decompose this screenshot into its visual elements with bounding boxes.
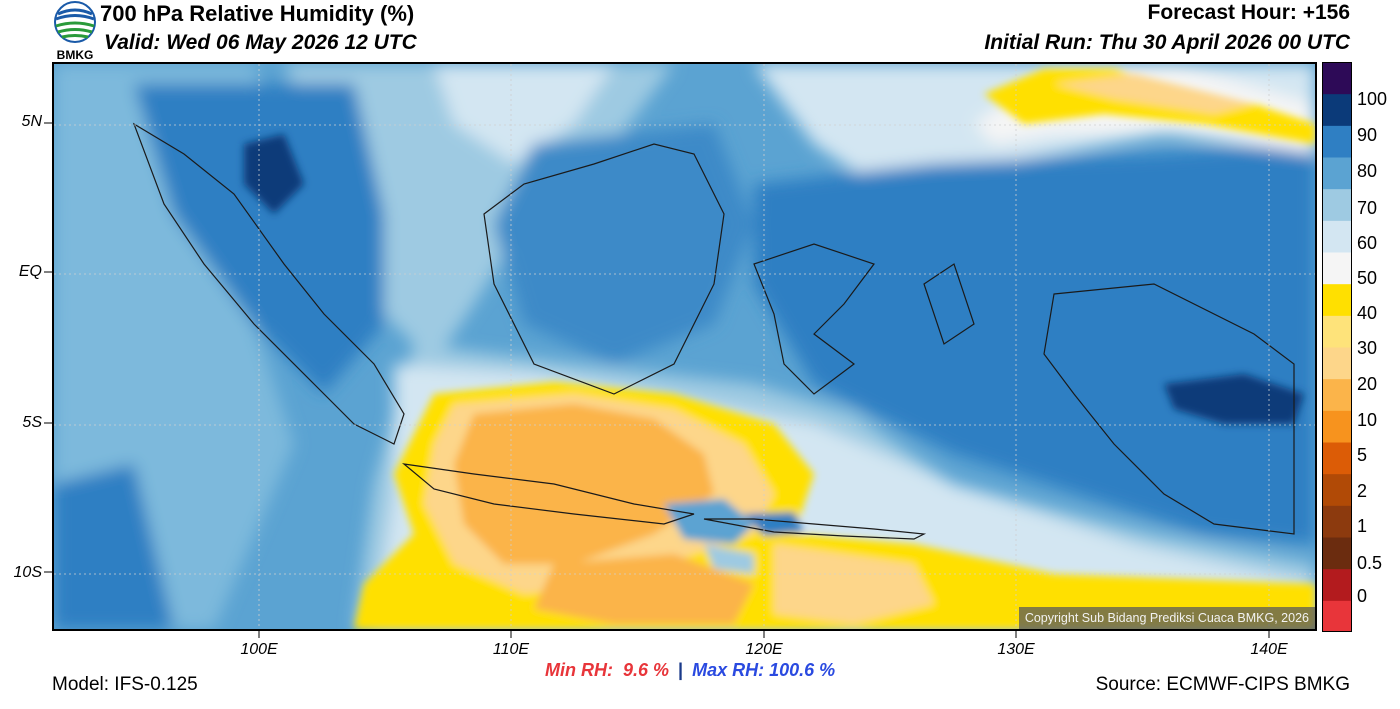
max-rh-label: Max RH: xyxy=(692,660,765,680)
humidity-map: Copyright Sub Bidang Prediksi Cuaca BMKG… xyxy=(52,62,1317,631)
colorbar-label-70: 70 xyxy=(1357,198,1378,218)
lat-ticks xyxy=(44,122,52,573)
colorbar-label-0: 0 xyxy=(1357,586,1368,606)
papua-outline xyxy=(1043,283,1295,535)
borneo-outline xyxy=(483,143,725,395)
java-outline xyxy=(401,463,695,525)
lon-label-110e: 110E xyxy=(492,641,530,658)
colorbar-label-90: 90 xyxy=(1357,125,1378,145)
colorbar-label-0.5: 0.5 xyxy=(1357,553,1383,573)
lon-label-140e: 140E xyxy=(1250,641,1288,658)
min-rh-value: 9.6 % xyxy=(623,660,670,680)
colorbar-label-2: 2 xyxy=(1357,481,1368,501)
halmahera-outline xyxy=(923,263,975,345)
logo-text: BMKG xyxy=(57,48,94,62)
valid-time: Valid: Wed 06 May 2026 12 UTC xyxy=(104,31,417,54)
colorbar-label-20: 20 xyxy=(1357,374,1378,394)
lon-label-100e: 100E xyxy=(240,641,278,658)
copyright-notice: Copyright Sub Bidang Prediksi Cuaca BMKG… xyxy=(1018,607,1315,629)
nusa-tenggara-outline xyxy=(703,518,927,540)
colorbar-border xyxy=(1322,62,1352,632)
colorbar-label-5: 5 xyxy=(1357,445,1368,465)
graticule xyxy=(54,64,1315,629)
colorbar-swatch xyxy=(1322,600,1352,633)
humidity-field xyxy=(54,64,1315,629)
source-label: Source: ECMWF-CIPS BMKG xyxy=(1095,674,1350,695)
colorbar-swatch xyxy=(1322,473,1352,506)
lon-label-130e: 130E xyxy=(997,641,1035,658)
sumatra-outline xyxy=(132,122,405,445)
colorbar-label-50: 50 xyxy=(1357,268,1378,288)
rh-min-max: Min RH: 9.6 % | Max RH: 100.6 % xyxy=(545,660,835,681)
colorbar-swatch xyxy=(1322,220,1352,253)
colorbar-swatch xyxy=(1322,442,1352,475)
forecast-hour: Forecast Hour: +156 xyxy=(1147,1,1351,24)
colorbar-swatch xyxy=(1322,62,1352,95)
sulawesi-outline xyxy=(753,243,875,395)
colorbar-swatch xyxy=(1322,93,1352,126)
colorbar-swatch xyxy=(1322,188,1352,221)
colorbar-swatch xyxy=(1322,283,1352,316)
lon-label-120e: 120E xyxy=(745,641,783,658)
coastlines xyxy=(132,122,1295,540)
colorbar-swatches xyxy=(1322,62,1352,633)
colorbar-label-1: 1 xyxy=(1357,516,1368,536)
lat-label-5n: 5N xyxy=(21,113,42,130)
colorbar xyxy=(1322,62,1352,633)
model-label: Model: IFS-0.125 xyxy=(52,674,198,695)
colorbar-label-60: 60 xyxy=(1357,233,1378,253)
colorbar-swatch xyxy=(1322,568,1352,601)
colorbar-swatch xyxy=(1322,410,1352,443)
colorbar-swatch xyxy=(1322,347,1352,380)
min-rh-label: Min RH: xyxy=(545,660,613,680)
lat-label-10s: 10S xyxy=(13,564,42,581)
colorbar-swatch xyxy=(1322,157,1352,190)
bmkg-logo: BMKG xyxy=(50,0,100,62)
colorbar-swatch xyxy=(1322,252,1352,285)
initial-run: Initial Run: Thu 30 April 2026 00 UTC xyxy=(984,31,1350,54)
colorbar-swatch xyxy=(1322,125,1352,158)
max-rh-value: 100.6 % xyxy=(769,660,836,680)
map-title: 700 hPa Relative Humidity (%) xyxy=(100,1,415,26)
colorbar-label-30: 30 xyxy=(1357,338,1378,358)
min-max-separator: | xyxy=(678,660,684,680)
lat-label-eq: EQ xyxy=(18,263,42,280)
colorbar-swatch xyxy=(1322,505,1352,538)
colorbar-swatch xyxy=(1322,378,1352,411)
colorbar-label-10: 10 xyxy=(1357,410,1378,430)
lon-ticks xyxy=(258,631,1270,638)
colorbar-label-100: 100 xyxy=(1357,89,1388,109)
colorbar-label-80: 80 xyxy=(1357,161,1378,181)
colorbar-swatch xyxy=(1322,537,1352,570)
colorbar-swatch xyxy=(1322,315,1352,348)
colorbar-label-40: 40 xyxy=(1357,303,1378,323)
lat-label-5s: 5S xyxy=(22,414,42,431)
